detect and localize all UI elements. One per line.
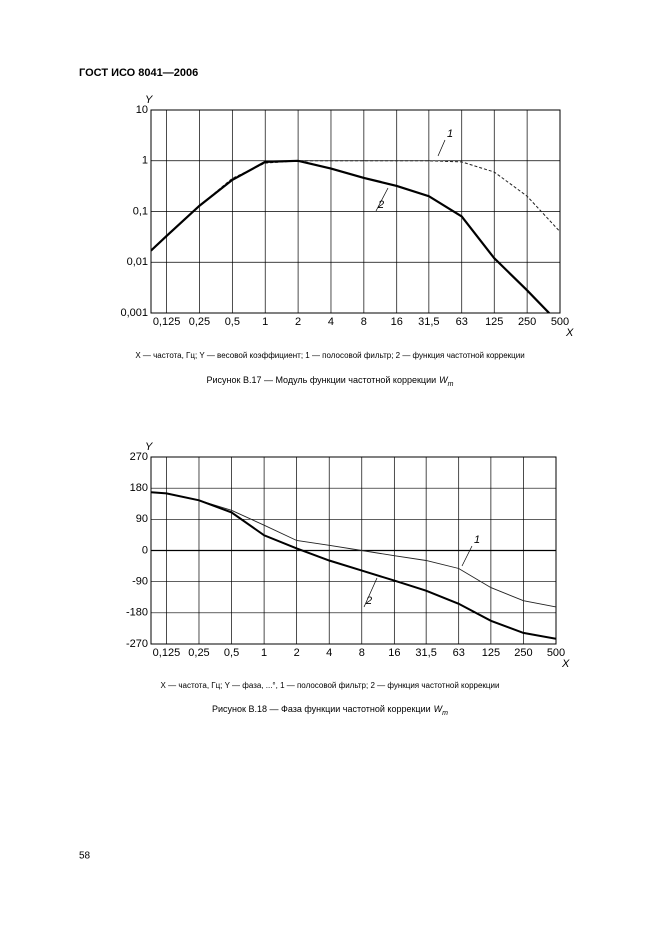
x-tick-label: 2 [295,316,301,328]
x-tick-label: 31,5 [418,316,439,328]
figure-caption: Рисунок В.18 — Фаза функции частотной ко… [212,704,448,716]
x-tick-label: 63 [456,316,468,328]
x-tick-label: 16 [388,647,400,659]
x-tick-label: 250 [514,647,532,659]
y-tick-label: 180 [130,482,148,494]
y-tick-label: -270 [126,638,148,650]
x-tick-label: 4 [326,647,332,659]
x-tick-label: 1 [261,647,267,659]
x-axis-label: X [565,327,574,339]
legend-text: X — частота, Гц; Y — весовой коэффициент… [135,351,524,360]
y-tick-label: 0 [142,544,148,556]
x-tick-label: 125 [482,647,500,659]
caption-subscript: m [448,381,454,388]
caption-text: Рисунок В.17 — Модуль функции частотной … [207,375,437,385]
leader-line [461,545,473,567]
y-tick-label: -180 [126,607,148,619]
legend-text: X — частота, Гц; Y — фаза, ...°, 1 — пол… [161,681,500,690]
x-tick-label: 63 [453,647,465,659]
figure-caption: Рисунок В.17 — Модуль функции частотной … [207,375,454,387]
y-axis-label: Y [145,94,153,106]
page-number: 58 [79,851,91,862]
x-tick-label: 0,5 [224,647,239,659]
curve [151,159,551,313]
y-tick-label: -90 [132,576,148,588]
y-tick-label: 0,01 [127,256,148,268]
x-tick-label: 31,5 [415,647,436,659]
x-tick-label: 0,5 [225,316,240,328]
x-tick-label: 16 [391,316,403,328]
x-tick-label: 0,25 [189,316,210,328]
curve-label: 2 [365,595,372,607]
curve [151,160,560,251]
x-axis-label: X [561,658,570,670]
y-tick-label: 10 [136,104,148,116]
x-tick-label: 125 [485,316,503,328]
caption-symbol: W [434,704,444,714]
y-tick-label: 0,001 [120,307,148,319]
y-tick-label: 0,1 [133,205,148,217]
y-axis-label: Y [145,441,153,453]
y-tick-label: 1 [142,155,148,167]
x-tick-label: 2 [294,647,300,659]
y-tick-label: 90 [136,513,148,525]
x-tick-label: 8 [361,316,367,328]
curve-label: 1 [447,128,453,140]
header: ГОСТ ИСО 8041—2006 [79,67,198,79]
curve [151,491,556,640]
caption-subscript: m [442,710,448,717]
x-tick-label: 8 [359,647,365,659]
x-tick-label: 4 [328,316,334,328]
y-tick-label: 270 [130,451,148,463]
curve-label: 1 [474,534,480,546]
x-tick-label: 500 [547,647,565,659]
leader-line [437,139,446,157]
x-tick-label: 0,25 [188,647,209,659]
x-tick-label: 250 [518,316,536,328]
caption-text: Рисунок В.18 — Фаза функции частотной ко… [212,704,431,714]
curve-label: 2 [377,199,384,211]
caption-symbol: W [439,375,449,385]
x-tick-label: 0,125 [153,647,181,659]
leader-line [375,187,389,212]
x-tick-label: 0,125 [153,316,181,328]
x-tick-label: 500 [551,316,569,328]
x-tick-label: 1 [262,316,268,328]
leader-line [363,577,378,608]
